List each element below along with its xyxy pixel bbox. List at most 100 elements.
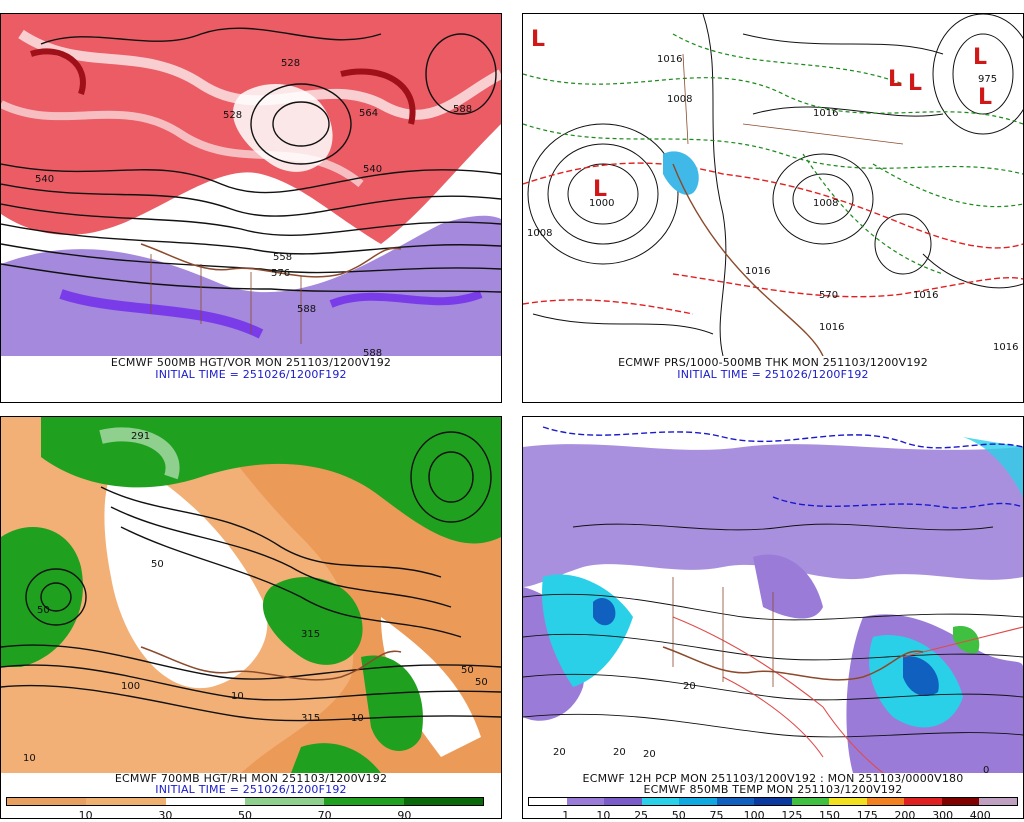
contour-label: 588 bbox=[453, 104, 472, 115]
caption-line2: INITIAL TIME = 251026/1200F192 bbox=[677, 368, 869, 381]
caption-line1: ECMWF 500MB HGT/VOR MON 251103/1200V192 bbox=[110, 356, 392, 369]
low-pressure-icon: L bbox=[908, 71, 922, 96]
low-pressure-icon: L bbox=[978, 85, 992, 110]
contour-labels: 540 528 528 540 558 576 588 588 588 564 bbox=[35, 58, 472, 356]
pcp-legend: 1 10 25 50 75 100 125 150 175 200 300 400 bbox=[528, 797, 1018, 822]
panel-precip-850temp: 20 20 0 20 20 ECMWF 12H PCP MON 251103/1… bbox=[522, 416, 1024, 822]
temp-label: 0 bbox=[983, 765, 989, 773]
rh-legend-swatch bbox=[165, 798, 245, 805]
contour-label: 588 bbox=[363, 348, 382, 356]
map-700mb-rh: 291 50 50 315 10 100 50 50 10 315 10 bbox=[1, 417, 501, 773]
pcp-legend-tick-label: 25 bbox=[634, 809, 649, 822]
caption-line2: ECMWF 850MB TEMP MON 251103/1200V192 bbox=[643, 783, 903, 796]
temp-label: 20 bbox=[683, 681, 696, 692]
rh-legend-swatch bbox=[86, 798, 166, 805]
pressure-map-svg: L L L L L L 1008 1016 1008 1000 1016 100… bbox=[523, 14, 1023, 356]
pcp-legend-swatch bbox=[866, 798, 905, 805]
rh-legend-tick-label: 90 bbox=[397, 809, 412, 822]
rh-legend-swatch bbox=[403, 798, 483, 805]
panel-500mb-vorticity: 540 528 528 540 558 576 588 588 588 564 … bbox=[0, 13, 502, 403]
contour-label: 588 bbox=[297, 304, 316, 315]
low-pressure-icon: L bbox=[973, 45, 987, 70]
pcp-legend-tick-label: 10 bbox=[596, 809, 611, 822]
pcp-legend-swatch bbox=[679, 798, 717, 805]
pcp-legend-tick-label: 75 bbox=[709, 809, 724, 822]
pcp-legend-swatch bbox=[829, 798, 867, 805]
isobar-label: 1008 bbox=[813, 198, 838, 209]
pcp-legend-tick-label: 300 bbox=[932, 809, 954, 822]
pcp-legend-swatch bbox=[566, 798, 605, 805]
pcp-legend-swatch bbox=[941, 798, 980, 805]
rh-legend-swatch bbox=[244, 798, 325, 805]
contour-label: 291 bbox=[131, 431, 150, 442]
pcp-legend-tick-label: 175 bbox=[856, 809, 878, 822]
thickness-label: 570 bbox=[819, 290, 838, 301]
pcp-legend-swatch bbox=[716, 798, 755, 805]
rh-legend-tick-label: 30 bbox=[158, 809, 173, 822]
pcp-legend-swatch bbox=[641, 798, 680, 805]
rh-map-svg: 291 50 50 315 10 100 50 50 10 315 10 bbox=[1, 417, 501, 773]
pcp-color-scale bbox=[528, 797, 1018, 806]
rh-legend-swatch bbox=[7, 798, 87, 805]
rh-legend: 10 30 50 70 90 bbox=[6, 797, 484, 822]
isobar-label: 1016 bbox=[993, 342, 1018, 353]
pcp-legend-tick-label: 125 bbox=[781, 809, 803, 822]
contour-label: 528 bbox=[223, 110, 242, 121]
rh-legend-swatch bbox=[324, 798, 404, 805]
pcp-legend-tick-label: 100 bbox=[743, 809, 765, 822]
pcp-legend-tick-label: 150 bbox=[819, 809, 841, 822]
pcp-legend-tick-label: 200 bbox=[894, 809, 916, 822]
pcp-legend-tick-label: 50 bbox=[671, 809, 686, 822]
rh-label: 50 bbox=[37, 605, 50, 616]
rh-color-scale bbox=[6, 797, 484, 806]
temp-labels: 20 20 0 20 20 bbox=[553, 681, 989, 773]
rh-label: 50 bbox=[151, 559, 164, 570]
rh-legend-tick-label: 70 bbox=[317, 809, 332, 822]
pcp-legend-swatch bbox=[904, 798, 942, 805]
isobar-labels: 1008 1016 1008 1000 1016 1008 1016 1016 … bbox=[527, 54, 1018, 353]
map-pressure-thickness: L L L L L L 1008 1016 1008 1000 1016 100… bbox=[523, 14, 1023, 356]
caption-line1: ECMWF PRS/1000-500MB THK MON 251103/1200… bbox=[618, 356, 928, 369]
rh-labels: 291 50 50 315 10 100 50 50 10 315 10 bbox=[23, 431, 488, 764]
rh-label: 10 bbox=[231, 691, 244, 702]
pcp-legend-swatch bbox=[754, 798, 792, 805]
low-pressure-icon: L bbox=[593, 177, 607, 202]
low-markers: L L L L L L bbox=[531, 27, 992, 202]
caption-line2: INITIAL TIME = 251026/1200F192 bbox=[155, 783, 347, 796]
temp-label: 20 bbox=[553, 747, 566, 758]
contour-label: 564 bbox=[359, 108, 378, 119]
contour-label: 540 bbox=[363, 164, 382, 175]
panel-pressure-thickness: L L L L L L 1008 1016 1008 1000 1016 100… bbox=[522, 13, 1024, 403]
isobar-label: 1016 bbox=[913, 290, 938, 301]
isobar-label: 1008 bbox=[667, 94, 692, 105]
contour-label: 576 bbox=[271, 268, 290, 279]
temp-label: 20 bbox=[613, 747, 626, 758]
contour-label: 540 bbox=[35, 174, 54, 185]
pcp-legend-tick-label: 400 bbox=[969, 809, 991, 822]
isobar-label: 1016 bbox=[819, 322, 844, 333]
caption-line2: INITIAL TIME = 251026/1200F192 bbox=[155, 368, 347, 381]
isobar-label: 1008 bbox=[527, 228, 552, 239]
vorticity-map-svg: 540 528 528 540 558 576 588 588 588 564 bbox=[1, 14, 501, 356]
isobar-label: 1016 bbox=[657, 54, 682, 65]
isobar-label: 975 bbox=[978, 74, 997, 85]
rh-label: 50 bbox=[475, 677, 488, 688]
pcp-legend-tick-label: 1 bbox=[562, 809, 570, 822]
rh-legend-tick-label: 50 bbox=[238, 809, 252, 822]
contour-label: 558 bbox=[273, 252, 292, 263]
caption-line1: ECMWF 700MB HGT/RH MON 251103/1200V192 bbox=[114, 772, 388, 785]
rh-label: 10 bbox=[351, 713, 364, 724]
precip-map-svg: 20 20 0 20 20 bbox=[523, 417, 1023, 773]
rh-label: 10 bbox=[23, 753, 36, 764]
contour-label: 528 bbox=[281, 58, 300, 69]
map-precip-850temp: 20 20 0 20 20 bbox=[523, 417, 1023, 773]
panel-700mb-rh: 291 50 50 315 10 100 50 50 10 315 10 ECM… bbox=[0, 416, 502, 822]
pcp-legend-swatch bbox=[791, 798, 830, 805]
pcp-legend-swatch bbox=[604, 798, 642, 805]
caption-line1: ECMWF 12H PCP MON 251103/1200V192 : MON … bbox=[582, 772, 964, 785]
map-500mb-vorticity: 540 528 528 540 558 576 588 588 588 564 bbox=[1, 14, 501, 356]
contour-label: 315 bbox=[301, 629, 320, 640]
temp-label: 20 bbox=[643, 749, 656, 760]
isobar-label: 1016 bbox=[813, 108, 838, 119]
rh-label: 100 bbox=[121, 681, 140, 692]
